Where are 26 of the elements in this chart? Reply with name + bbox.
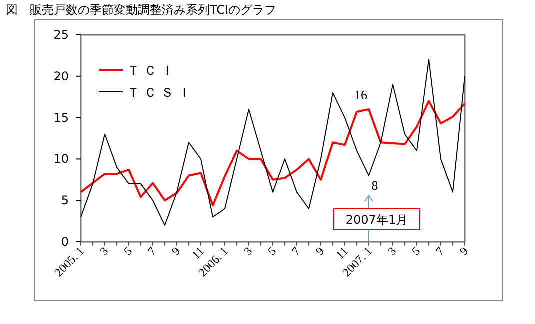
annotation: 16 <box>354 88 368 103</box>
annotation: 2007年1月 <box>346 213 408 227</box>
chart-title: 図 販売戸数の季節変動調整済み系列TCIのグラフ <box>6 3 277 17</box>
y-tick-label: 20 <box>54 69 69 84</box>
y-tick-label: 5 <box>61 194 69 208</box>
line-series <box>80 59 466 226</box>
x-tick-label: 9 <box>456 244 472 258</box>
annotation: 8 <box>372 178 378 193</box>
x-tick-label: 3 <box>96 244 112 258</box>
x-tick-label: 7 <box>288 244 304 258</box>
x-tick-label: 7 <box>432 244 448 258</box>
x-tick-label: 7 <box>144 244 160 258</box>
x-tick-label: 5 <box>408 244 424 258</box>
x-tick-label: 5 <box>120 244 136 258</box>
y-tick-label: 0 <box>61 235 69 249</box>
x-tick-label: 5 <box>264 244 280 258</box>
line-series <box>80 100 466 207</box>
x-tick-label: 9 <box>168 244 184 258</box>
legend-label: ＴＣＩ <box>127 63 178 78</box>
y-tick-label: 25 <box>54 28 69 42</box>
x-tick-label: 9 <box>312 244 328 258</box>
y-tick-label: 10 <box>54 152 69 166</box>
x-tick-label: 3 <box>240 244 256 258</box>
legend-label: ＴＣＳＩ <box>127 85 195 100</box>
x-tick-label: 3 <box>384 244 400 258</box>
y-tick-label: 15 <box>54 110 69 125</box>
